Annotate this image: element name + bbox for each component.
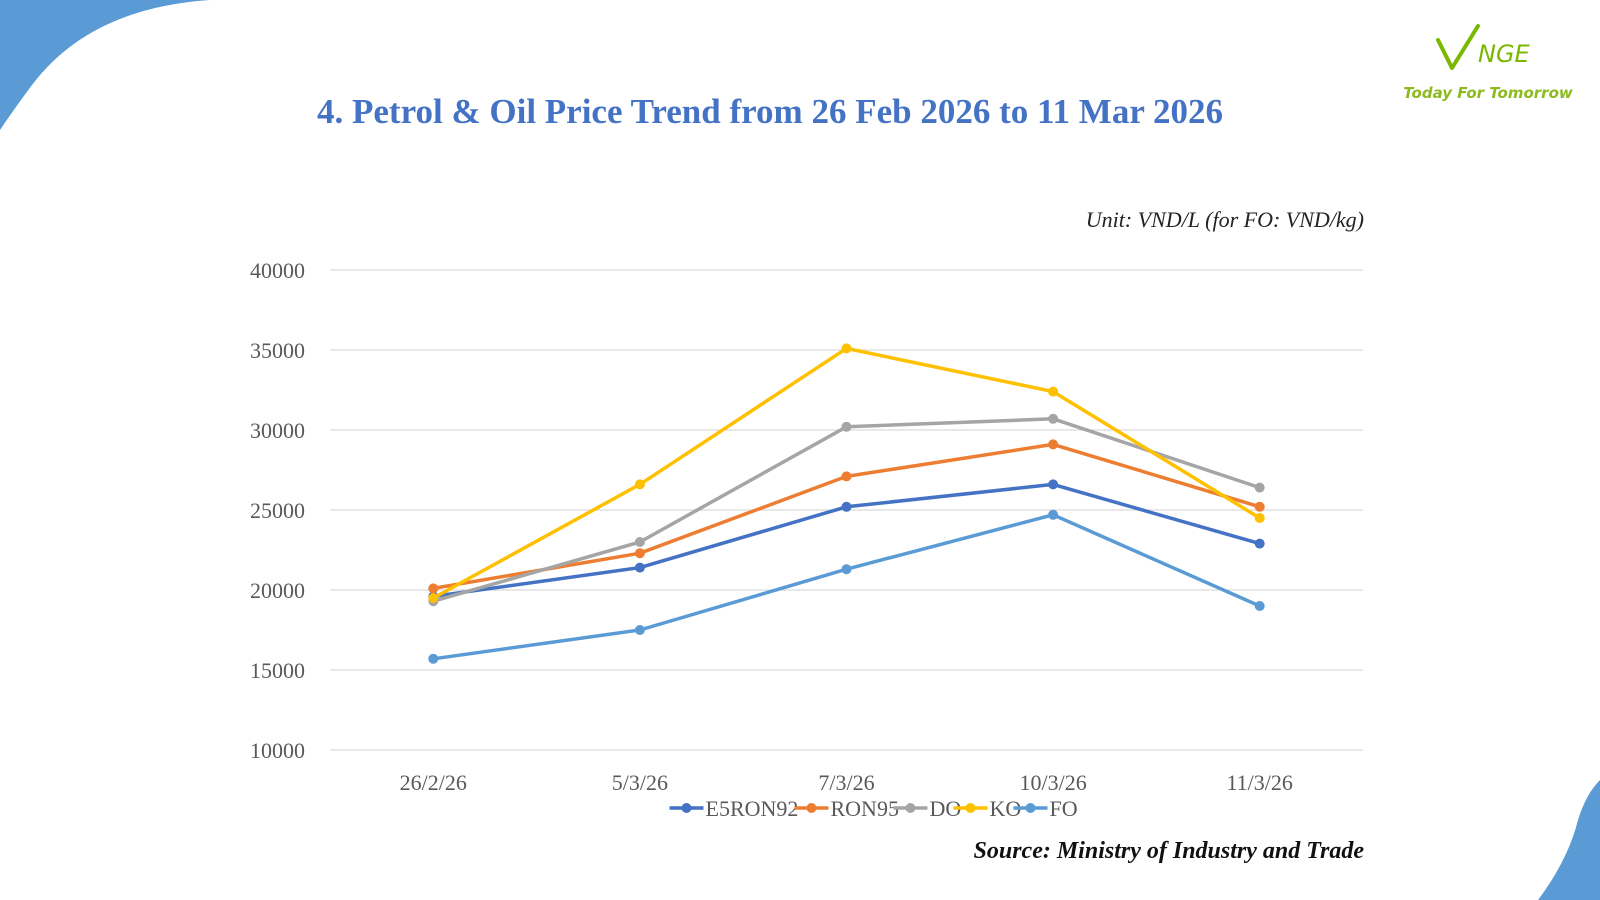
vnge-logo: NGE Today For Tomorrow	[1398, 22, 1578, 112]
data-point-do	[634, 537, 645, 547]
data-point-fo	[1254, 601, 1265, 611]
data-point-do	[841, 421, 852, 432]
data-point-fo	[841, 564, 852, 575]
legend-swatch-marker	[905, 803, 916, 813]
data-point-e5ron92	[1048, 479, 1059, 490]
y-tick-label: 10000	[250, 738, 305, 763]
data-point-ron95	[1254, 501, 1265, 512]
legend-label: RON95	[831, 796, 899, 821]
data-point-ko	[841, 343, 852, 354]
x-tick-label: 7/3/26	[818, 770, 874, 795]
corner-decoration-top-left	[0, 0, 210, 130]
logo-tagline: Today For Tomorrow	[1403, 84, 1573, 102]
y-tick-label: 15000	[250, 658, 305, 683]
data-point-do	[1048, 413, 1059, 424]
data-point-ron95	[1048, 439, 1059, 450]
data-point-fo	[634, 625, 645, 635]
y-tick-label: 40000	[250, 258, 305, 283]
logo-v-mark-icon	[1436, 24, 1480, 70]
data-point-ron95	[428, 583, 439, 594]
corner-decoration-bottom-right	[1538, 780, 1600, 900]
x-tick-label: 5/3/26	[612, 770, 668, 795]
data-point-ko	[428, 593, 439, 603]
logo-wordmark: NGE	[1478, 40, 1530, 68]
legend-swatch-marker	[681, 803, 692, 813]
data-point-ron95	[634, 548, 645, 559]
series-line-e5ron92	[431, 482, 1262, 599]
data-point-e5ron92	[1254, 538, 1265, 549]
data-point-ko	[1254, 513, 1265, 523]
x-tick-label: 10/3/26	[1019, 770, 1086, 795]
data-point-ko	[634, 479, 645, 490]
series-line-fo	[431, 513, 1262, 661]
data-point-e5ron92	[841, 501, 852, 512]
y-tick-label: 30000	[250, 418, 305, 443]
slide-title: 4. Petrol & Oil Price Trend from 26 Feb …	[317, 92, 1223, 131]
legend-swatch-marker	[1025, 803, 1036, 813]
data-point-ko	[1048, 386, 1059, 397]
legend-swatch-marker	[965, 803, 976, 813]
legend-label: FO	[1050, 796, 1078, 821]
source-note: Source: Ministry of Industry and Trade	[973, 838, 1365, 864]
y-tick-label: 35000	[250, 338, 305, 363]
data-point-fo	[428, 653, 439, 664]
data-point-do	[1254, 482, 1265, 493]
unit-note: Unit: VND/L (for FO: VND/kg)	[1085, 207, 1364, 232]
x-tick-label: 11/3/26	[1226, 770, 1292, 795]
legend-label: E5RON92	[706, 796, 799, 821]
x-tick-label: 26/2/26	[400, 770, 467, 795]
y-tick-label: 25000	[250, 498, 305, 523]
data-point-e5ron92	[634, 562, 645, 573]
data-point-fo	[1048, 509, 1059, 520]
data-point-ron95	[841, 471, 852, 482]
legend-swatch-marker	[806, 803, 817, 813]
y-tick-label: 20000	[250, 578, 305, 603]
